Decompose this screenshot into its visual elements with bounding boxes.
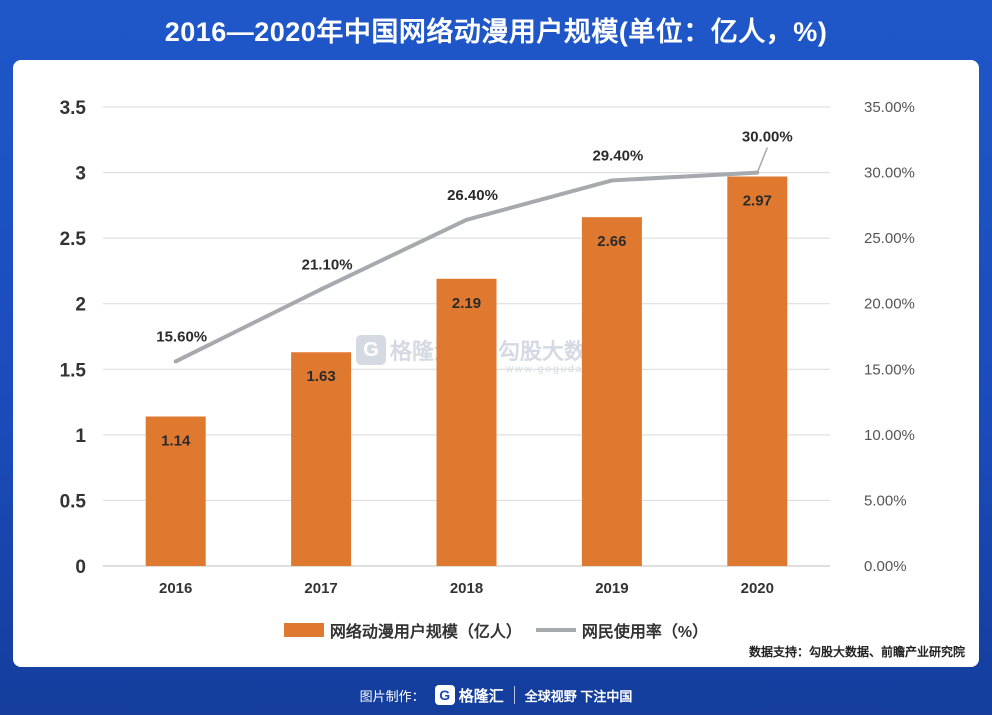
bar-value-label: 1.63 <box>306 368 335 385</box>
line-value-label: 29.40% <box>592 147 643 164</box>
y-right-tick-label: 0.00% <box>864 558 907 575</box>
legend-label-bar: 网络动漫用户规模（亿人） <box>329 624 522 641</box>
bar-value-label: 2.19 <box>452 295 481 312</box>
line-value-label: 21.10% <box>302 256 353 273</box>
y-right-tick-label: 35.00% <box>864 99 915 116</box>
y-left-tick-label: 1.5 <box>60 360 87 381</box>
y-right-tick-label: 25.00% <box>864 230 915 247</box>
line-value-label: 15.60% <box>156 328 207 345</box>
legend-label-line: 网民使用率（%） <box>581 624 709 641</box>
y-left-tick-label: 3.5 <box>60 98 87 119</box>
data-source: 数据支持：勾股大数据、前瞻产业研究院 <box>748 645 965 659</box>
line-point <box>609 178 614 183</box>
bar <box>145 416 206 566</box>
legend-swatch-bar <box>283 623 324 637</box>
line-point <box>464 217 469 222</box>
bar <box>727 176 788 566</box>
x-tick-label: 2017 <box>304 580 337 597</box>
legend-item-bar: 网络动漫用户规模（亿人） <box>283 618 522 642</box>
gelonghui-logo-icon: G <box>434 685 455 705</box>
chart-legend: 网络动漫用户规模（亿人） 网民使用率（%） <box>0 618 992 642</box>
y-right-tick-label: 10.00% <box>864 427 915 444</box>
bar <box>436 278 497 566</box>
line-point <box>319 287 324 292</box>
bar-value-label: 1.14 <box>161 432 191 449</box>
x-tick-label: 2020 <box>741 580 774 597</box>
x-tick-label: 2016 <box>159 580 192 597</box>
y-left-tick-label: 2 <box>75 295 86 316</box>
footer-brand-text: 格隆汇 <box>458 687 504 705</box>
footer: 图片制作： G 格隆汇 全球视野 下注中国 <box>0 679 992 711</box>
line-value-label: 30.00% <box>742 129 793 146</box>
y-left-tick-label: 0.5 <box>60 491 87 512</box>
footer-made-by: 图片制作： <box>359 688 425 704</box>
x-tick-label: 2019 <box>595 580 628 597</box>
y-right-tick-label: 20.00% <box>864 296 915 313</box>
bar-value-label: 2.97 <box>743 193 772 210</box>
line-label-leader <box>756 147 768 173</box>
footer-brand: G 格隆汇 <box>434 685 504 706</box>
line-point <box>173 359 178 364</box>
footer-slogan: 全球视野 下注中国 <box>524 688 633 704</box>
y-left-tick-label: 2.5 <box>60 229 87 250</box>
legend-swatch-line <box>535 628 576 632</box>
y-left-tick-label: 3 <box>75 164 86 185</box>
x-tick-label: 2018 <box>450 580 483 597</box>
bar <box>291 352 352 566</box>
y-right-tick-label: 5.00% <box>864 492 907 509</box>
legend-item-line: 网民使用率（%） <box>535 618 709 642</box>
footer-divider <box>513 686 515 704</box>
page-title: 2016—2020年中国网络动漫用户规模(单位：亿人，%) <box>164 16 828 47</box>
y-left-tick-label: 1 <box>75 426 86 447</box>
y-right-tick-label: 15.00% <box>864 361 915 378</box>
bar <box>581 217 642 566</box>
bar-value-label: 2.66 <box>597 233 626 250</box>
line-value-label: 26.40% <box>447 187 498 204</box>
y-right-tick-label: 30.00% <box>864 165 915 182</box>
y-left-tick-label: 0 <box>75 557 86 578</box>
